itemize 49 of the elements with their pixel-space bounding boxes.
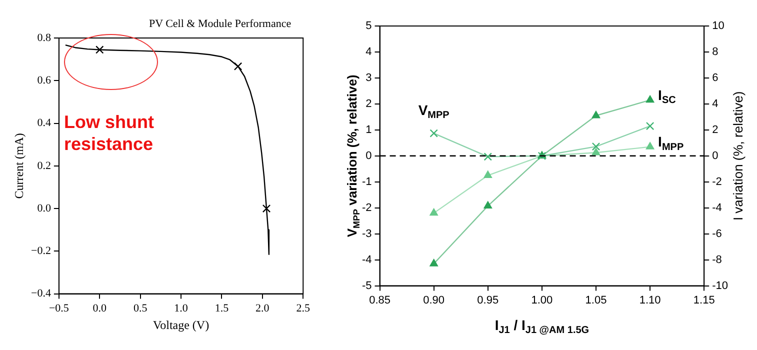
y2-tick-label: 4 xyxy=(712,98,718,110)
y-tick-label: 5 xyxy=(366,20,372,32)
y-tick-label: −0.4 xyxy=(30,288,52,300)
annotation: Low shunt resistance xyxy=(64,112,154,154)
x-tick-label: 1.00 xyxy=(531,294,553,306)
y2-tick-label: 8 xyxy=(712,46,718,58)
y-tick-label: 0 xyxy=(366,150,372,162)
x-tick-label: 0.5 xyxy=(133,302,148,314)
y-tick-label: 0.8 xyxy=(37,32,52,44)
y2-axis-title: I variation (%, relative) xyxy=(730,91,746,221)
x-axis-title: Voltage (V) xyxy=(152,318,210,332)
y-tick-label: 0.6 xyxy=(37,74,52,87)
y2-tick-label: 10 xyxy=(712,20,724,32)
x-tick-label: 0.95 xyxy=(477,294,499,306)
y-tick-label: -3 xyxy=(362,228,372,240)
y-tick-label: 0.4 xyxy=(37,117,52,130)
chart-title: PV Cell & Module Performance xyxy=(148,18,292,30)
y-tick-label: -2 xyxy=(362,202,372,214)
y-tick-label: 0.0 xyxy=(37,202,52,214)
x-tick-label: 1.5 xyxy=(214,302,230,314)
x-tick-label: 2.0 xyxy=(256,302,270,314)
y-axis-title: Current (mA) xyxy=(12,133,26,199)
y-tick-label: -4 xyxy=(362,254,372,266)
x-tick-label: 1.15 xyxy=(693,294,715,306)
y-tick-label: −0.2 xyxy=(30,245,51,258)
y-tick-label: -1 xyxy=(362,176,372,188)
x-tick-label: 0.85 xyxy=(369,294,390,306)
y2-tick-label: -8 xyxy=(712,254,722,266)
y-tick-label: 1 xyxy=(366,124,372,136)
x-tick-label: 0.0 xyxy=(92,302,108,314)
x-tick-label: 1.0 xyxy=(174,302,188,314)
y-axis-title: VMPP variation (%, relative) xyxy=(344,74,362,238)
y-tick-label: -5 xyxy=(362,280,372,292)
x-tick-label: 1.10 xyxy=(639,294,661,306)
y-tick-label: 0.2 xyxy=(37,160,51,172)
y2-tick-label: 0 xyxy=(712,150,718,162)
y2-tick-label: 6 xyxy=(712,72,718,84)
y-tick-label: 3 xyxy=(366,72,372,84)
y-tick-label: 2 xyxy=(366,98,372,110)
x-tick-label: 1.05 xyxy=(585,294,607,306)
x-tick-label: 2.5 xyxy=(296,302,310,314)
y2-tick-label: -4 xyxy=(712,202,722,214)
y2-tick-label: -2 xyxy=(712,176,722,188)
y2-tick-label: -6 xyxy=(712,228,722,240)
x-tick-label: −0.5 xyxy=(48,302,70,314)
x-tick-label: 0.90 xyxy=(423,294,445,306)
y-tick-label: 4 xyxy=(366,46,372,58)
y2-tick-label: -10 xyxy=(712,280,728,292)
y2-tick-label: 2 xyxy=(712,124,718,136)
